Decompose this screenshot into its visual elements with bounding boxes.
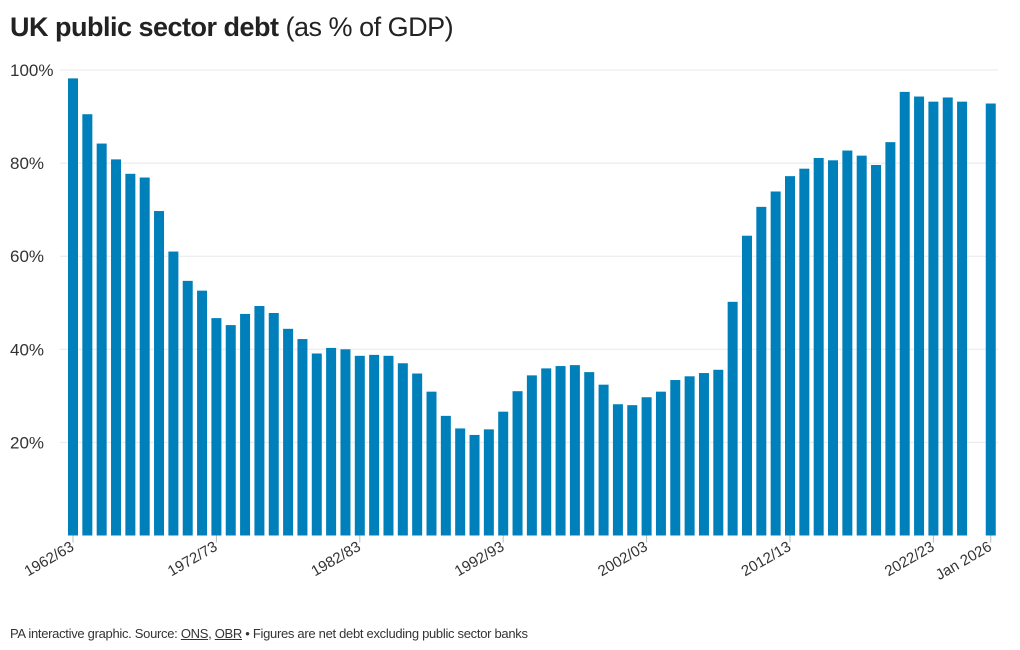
bar	[96, 143, 107, 536]
bar	[727, 301, 738, 536]
source-link-obr[interactable]: OBR	[214, 626, 243, 641]
chart-footer: PA interactive graphic. Source: ONS, OBR…	[10, 626, 528, 641]
bar	[785, 176, 795, 536]
bar	[369, 354, 380, 536]
bar	[684, 376, 695, 536]
bar	[197, 290, 208, 536]
bar	[225, 325, 236, 536]
bar	[856, 155, 867, 536]
bar	[598, 384, 609, 536]
bar	[426, 391, 437, 536]
bar	[397, 363, 408, 536]
bar	[655, 391, 666, 536]
bar	[756, 206, 767, 536]
bar	[942, 97, 953, 536]
bar	[268, 312, 279, 536]
x-tick-label: Jan 2026	[933, 538, 995, 584]
bar	[297, 339, 308, 536]
bar	[871, 164, 882, 536]
bar	[526, 375, 537, 536]
bar	[483, 429, 494, 536]
bar	[240, 313, 251, 536]
y-tick-label: 60%	[10, 247, 44, 266]
bar	[154, 211, 165, 536]
bar	[569, 365, 580, 536]
x-tick-label: 2022/23	[882, 538, 937, 580]
y-tick-label: 40%	[10, 340, 44, 359]
bar	[111, 159, 122, 536]
bar	[627, 405, 638, 536]
bar	[211, 318, 222, 536]
bar	[125, 173, 136, 536]
x-tick-label: 1982/83	[308, 538, 363, 580]
bar	[82, 114, 93, 536]
bar	[885, 142, 896, 536]
bar	[412, 373, 423, 536]
bar	[469, 434, 480, 536]
bar	[713, 369, 724, 536]
source-link-ons[interactable]: ONS	[180, 626, 209, 641]
y-tick-label: 100%	[10, 61, 53, 80]
bar	[612, 404, 623, 536]
x-tick-label: 2012/13	[739, 538, 794, 580]
bar	[498, 411, 509, 536]
x-tick-label: 1962/63	[22, 538, 77, 580]
bar	[842, 150, 853, 536]
bar	[698, 373, 709, 536]
bar	[813, 157, 824, 536]
bar	[139, 177, 150, 536]
bar	[828, 160, 839, 536]
bar	[354, 355, 365, 536]
footer-prefix: PA interactive graphic. Source:	[10, 626, 181, 641]
y-tick-label: 80%	[10, 154, 44, 173]
bar	[182, 280, 193, 536]
bar	[670, 380, 681, 536]
bar	[541, 368, 552, 536]
bar	[799, 168, 810, 536]
bar	[283, 328, 294, 536]
bar	[928, 101, 939, 536]
bar	[899, 91, 910, 536]
bar	[455, 428, 466, 536]
bar	[957, 101, 968, 536]
bar	[254, 306, 265, 536]
bar	[340, 349, 351, 536]
y-tick-label: 20%	[10, 433, 44, 452]
bar	[68, 78, 78, 536]
title-subtitle: (as % of GDP)	[285, 12, 454, 42]
bar	[440, 415, 451, 536]
bar	[741, 235, 752, 536]
x-tick-label: 1972/73	[165, 538, 220, 580]
bar	[168, 251, 179, 536]
bar	[383, 355, 394, 536]
bar	[641, 397, 652, 536]
bar	[770, 191, 781, 536]
bar-chart: 20% 40% 60% 80% 100% 1962/63 1972/73 1982/83 199…	[10, 61, 998, 584]
x-tick-label: 1992/93	[452, 538, 507, 580]
bar	[985, 103, 996, 536]
title-bold: UK public sector debt	[10, 12, 279, 42]
bar	[326, 347, 337, 536]
bar	[512, 391, 523, 536]
bar	[584, 372, 595, 536]
x-tick-label: 2002/03	[595, 538, 650, 580]
bar	[914, 96, 925, 536]
footer-sep: ,	[208, 626, 215, 641]
chart-title: UK public sector debt (as % of GDP)	[10, 12, 454, 43]
bar	[311, 353, 322, 536]
bar	[555, 366, 566, 536]
footer-note: • Figures are net debt excluding public …	[242, 626, 528, 641]
